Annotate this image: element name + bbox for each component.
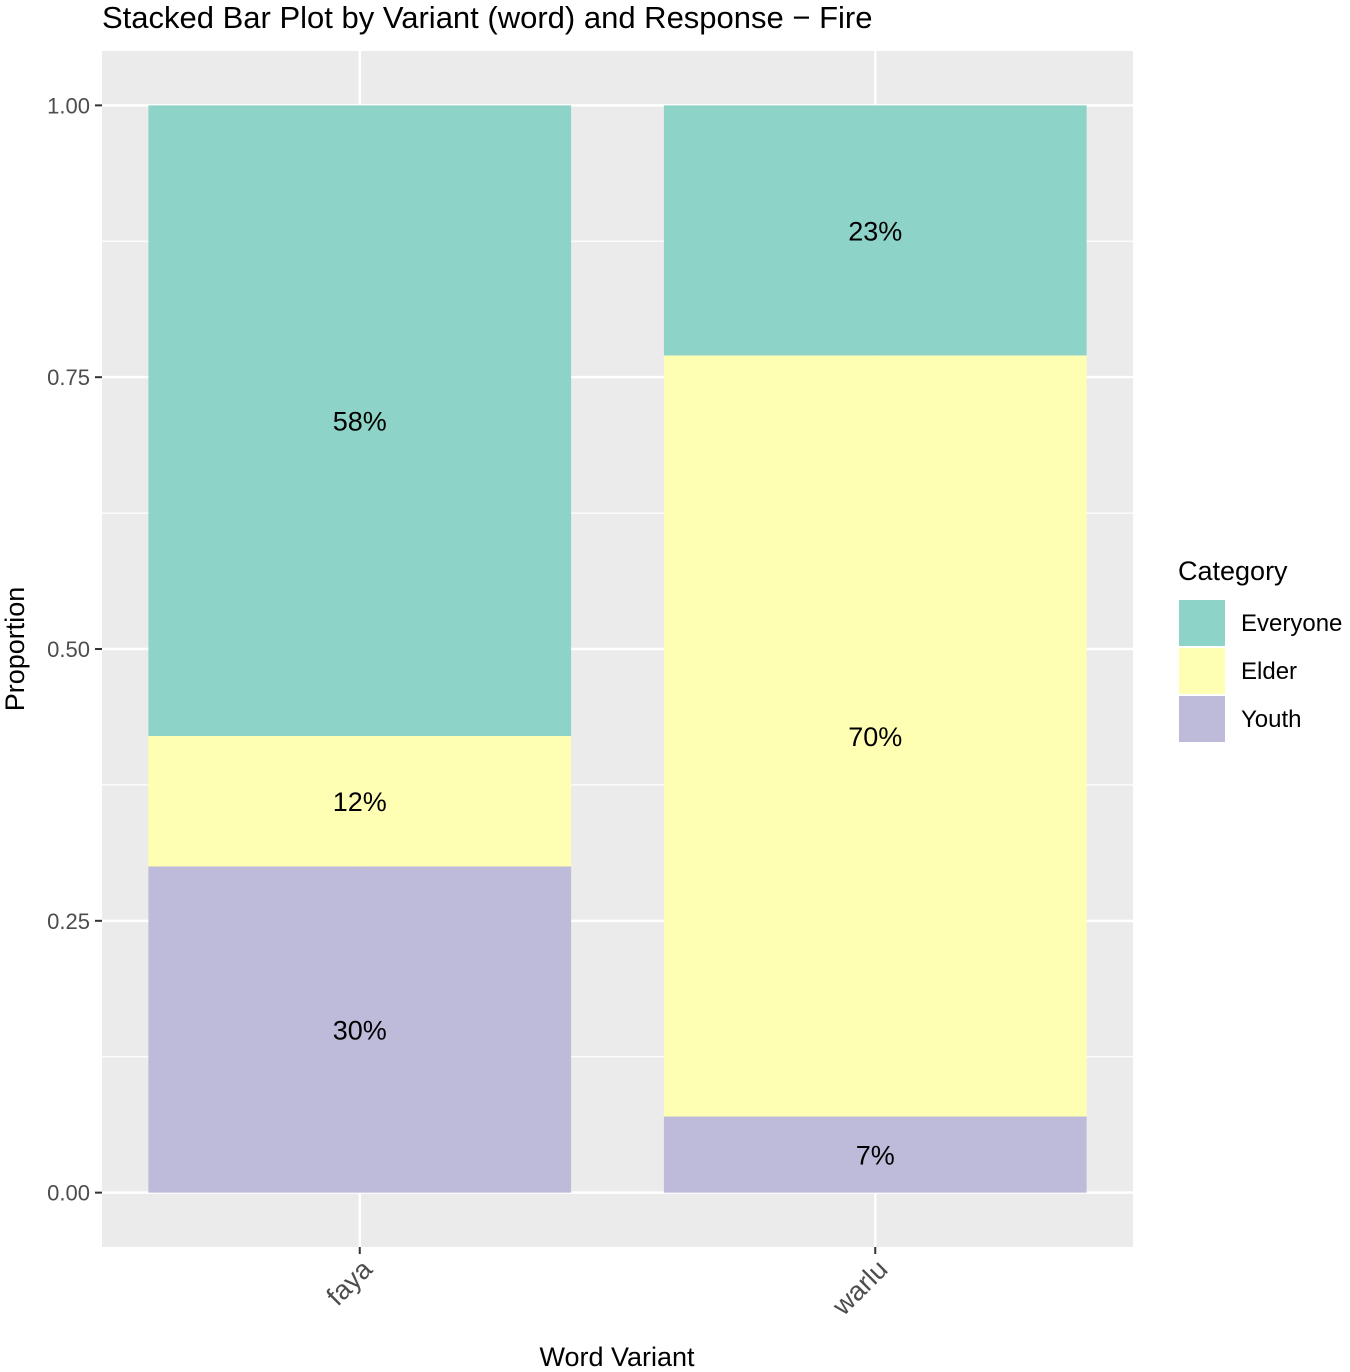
legend-label-everyone: Everyone xyxy=(1241,610,1342,637)
bar-segment-faya-youth xyxy=(148,866,572,1193)
legend-label-elder: Elder xyxy=(1241,658,1297,685)
bars xyxy=(148,105,1087,1193)
x-tick-label: warlu xyxy=(826,1254,894,1322)
legend-key-elder xyxy=(1179,648,1225,694)
data-label-faya-youth: 30% xyxy=(333,1016,387,1046)
data-label-warlu-youth: 7% xyxy=(856,1141,895,1171)
y-tick-label: 0.75 xyxy=(47,365,90,390)
data-label-warlu-everyone: 23% xyxy=(848,216,902,246)
y-axis: 0.00 0.25 0.50 0.75 1.00 xyxy=(47,93,102,1206)
bar-segment-faya-everyone xyxy=(148,105,572,736)
x-tick-label: faya xyxy=(321,1253,379,1311)
legend-key-youth xyxy=(1179,696,1225,742)
bar-segment-warlu-elder xyxy=(663,355,1087,1117)
legend-items: Everyone Elder Youth xyxy=(1179,600,1342,742)
y-tick-label: 0.00 xyxy=(47,1181,90,1206)
legend-title: Category xyxy=(1178,556,1288,586)
y-tick-label: 1.00 xyxy=(47,93,90,118)
chart-title: Stacked Bar Plot by Variant (word) and R… xyxy=(102,0,873,35)
legend: Category Everyone Elder Youth xyxy=(1178,556,1342,742)
y-tick-label: 0.50 xyxy=(47,637,90,662)
data-label-warlu-elder: 70% xyxy=(848,722,902,752)
bar-segment-faya-elder xyxy=(148,735,572,867)
bar-segment-warlu-youth xyxy=(663,1116,1087,1193)
data-label-faya-elder: 12% xyxy=(333,787,387,817)
bar-labels: 30% 12% 58% 7% 70% 23% xyxy=(333,216,903,1170)
bar-segment-warlu-everyone xyxy=(663,105,1087,356)
x-axis-label: Word Variant xyxy=(539,1342,695,1372)
legend-key-everyone xyxy=(1179,600,1225,646)
y-tick-label: 0.25 xyxy=(47,909,90,934)
legend-label-youth: Youth xyxy=(1241,706,1302,733)
y-axis-label: Proportion xyxy=(0,587,30,712)
x-axis: faya warlu xyxy=(321,1247,894,1322)
data-label-faya-everyone: 58% xyxy=(333,407,387,437)
